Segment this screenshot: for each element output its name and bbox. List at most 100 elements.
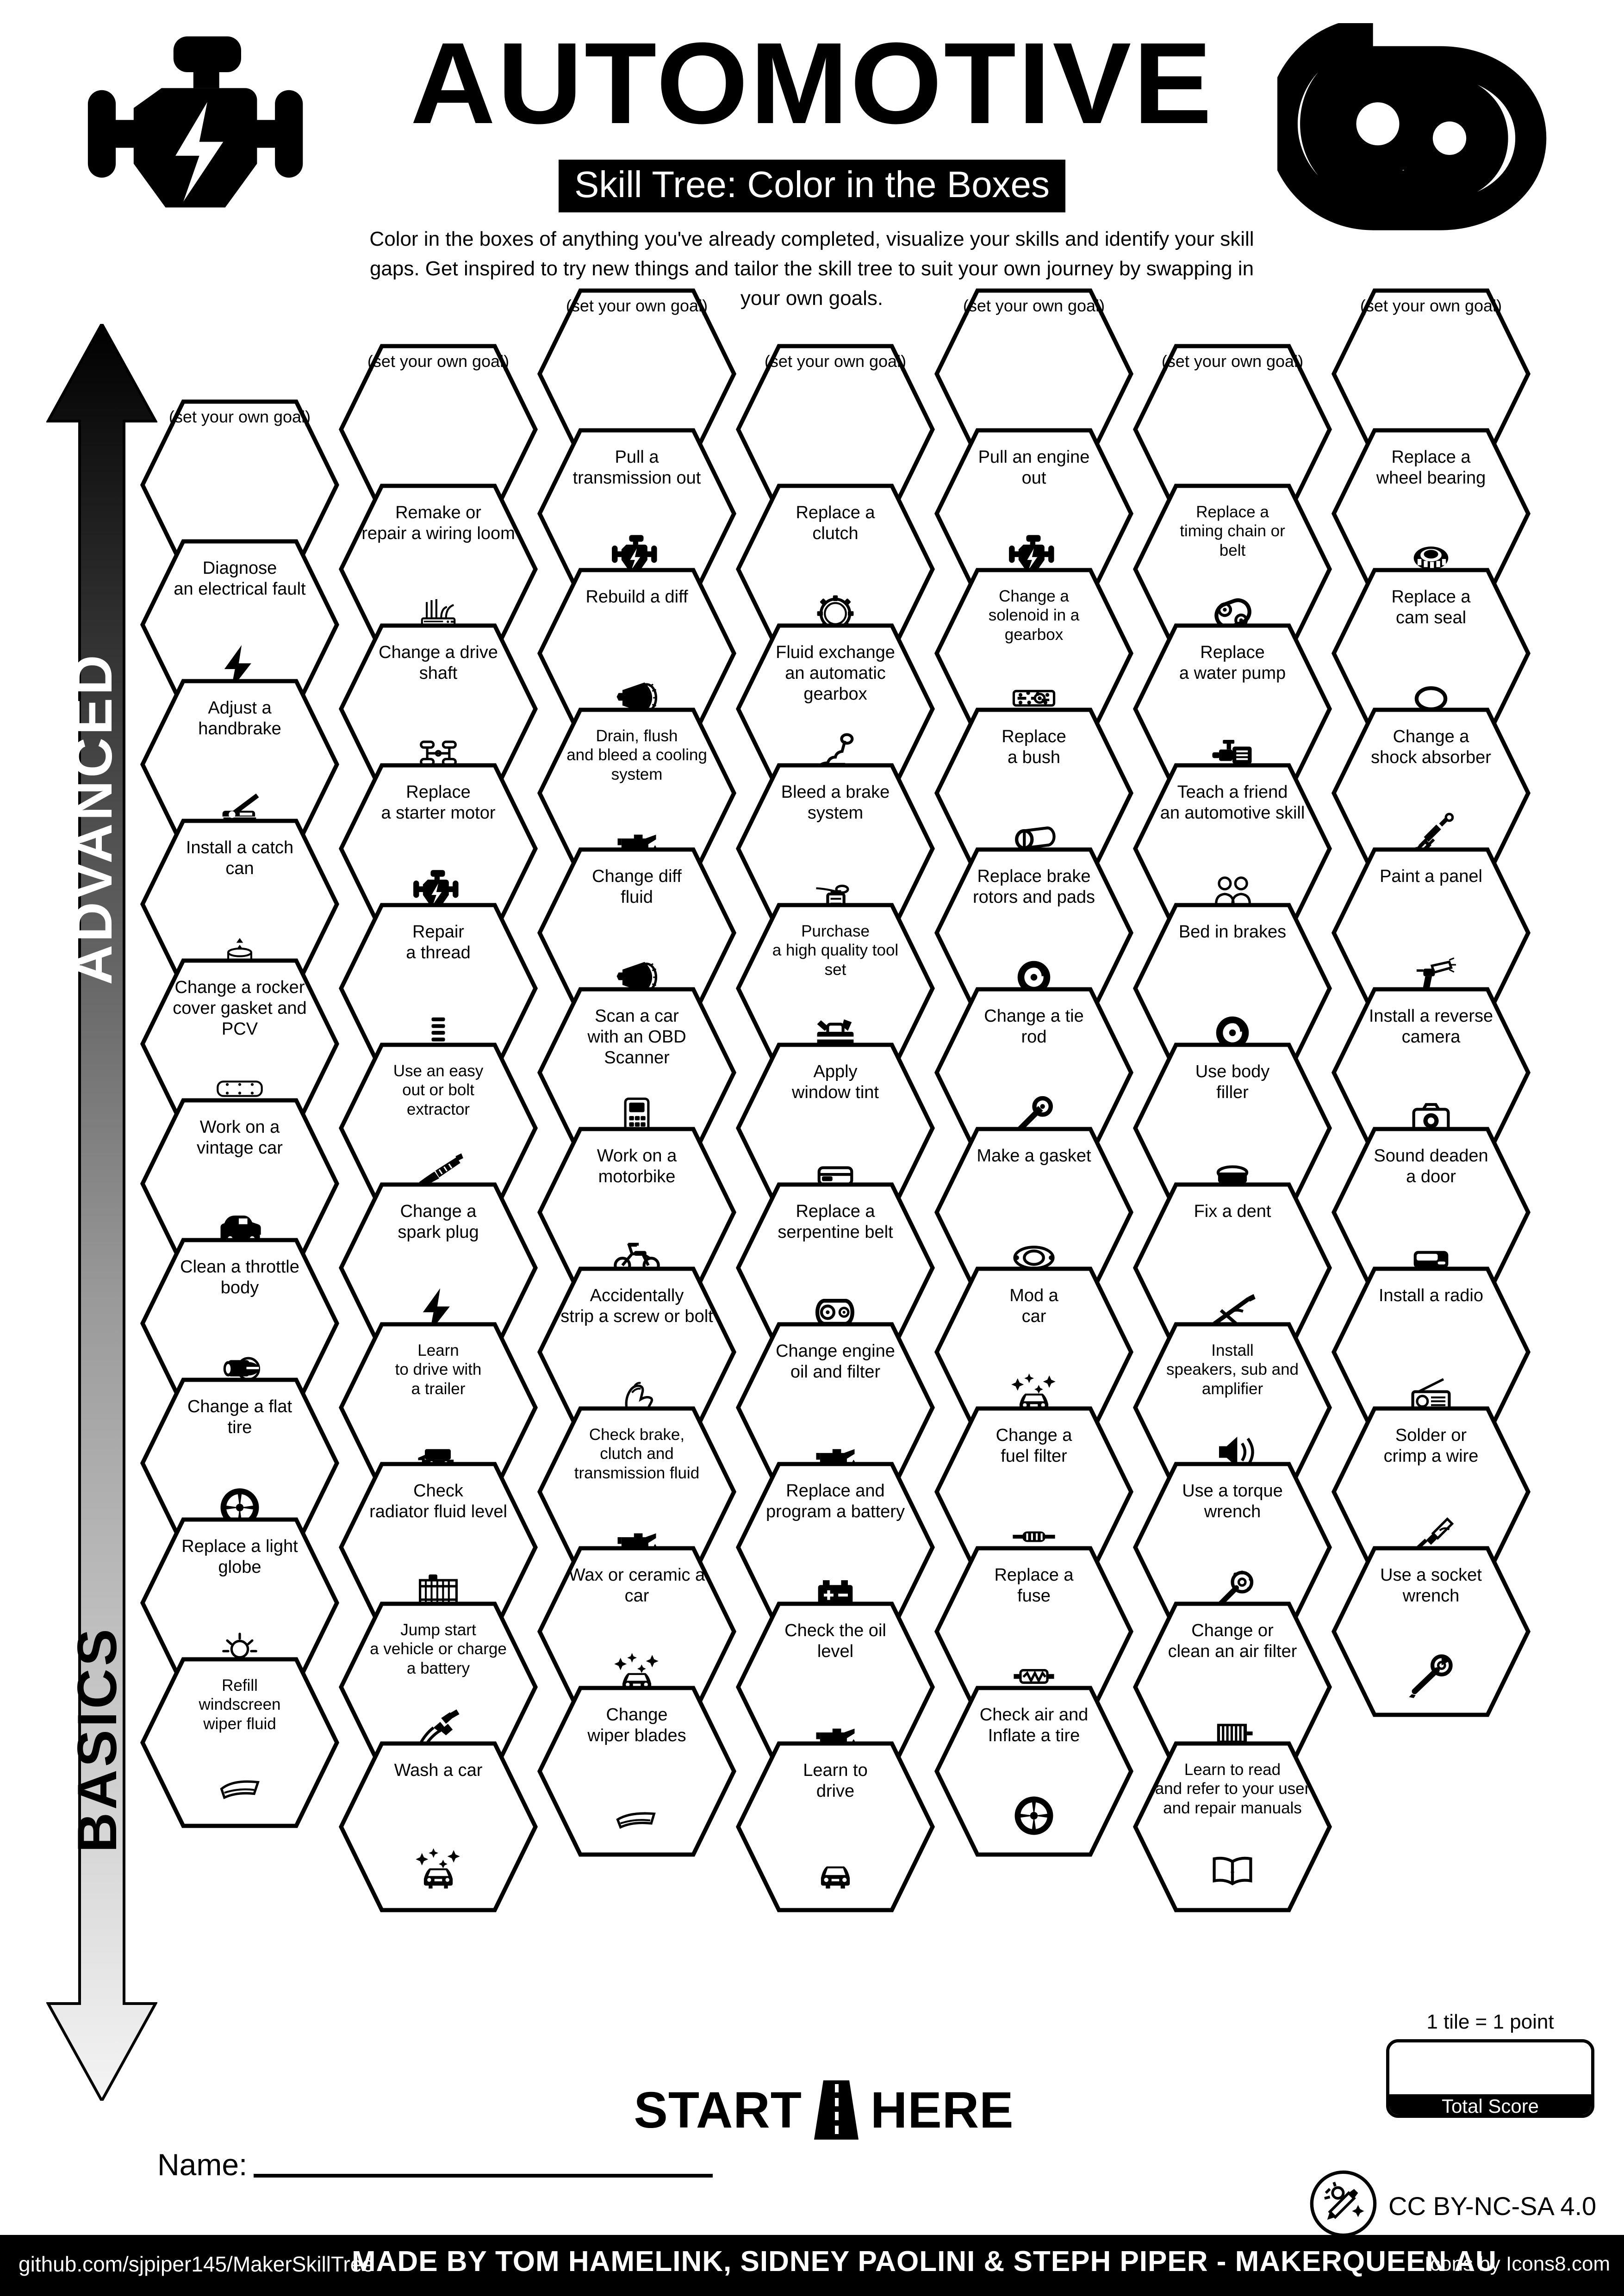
license-text: CC BY-NC-SA 4.0 [1388,2191,1597,2221]
skill-tile-label: (set your own goal) [367,352,510,371]
skill-tile[interactable]: Check air and Inflate a tire [933,1684,1135,1858]
page-title: AUTOMOTIVE [410,19,1214,148]
footer-github-link[interactable]: github.com/sjpiper145/MakerSkillTree [19,2252,374,2276]
spray-gun-icon [1330,951,1532,1003]
skill-tile[interactable]: Clean a throttle body [139,1236,341,1410]
skill-tile-label: Change a drive shaft [379,643,498,683]
skill-tile-label: Diagnose an electrical fault [174,558,306,599]
skill-tile[interactable]: Work on a vintage car [139,1097,341,1271]
skill-tile[interactable]: Repair a thread [337,901,539,1075]
skill-tile[interactable]: Replace and program a battery [734,1460,936,1634]
skill-tile[interactable]: Replace a light globe [139,1516,341,1690]
skill-tile[interactable]: Change a tie rod [933,986,1135,1160]
total-score-input[interactable] [1389,2042,1591,2094]
skill-tile-label: Rebuild a diff [585,587,688,607]
cc-badge-icon [1310,2170,1377,2237]
skill-tile-label: Use an easy out or bolt extractor [393,1062,484,1118]
skill-tile[interactable]: Replace a wheel bearing [1330,427,1532,601]
skill-tile-label: Replace a water pump [1179,643,1286,683]
car-door-icon [1330,1231,1532,1283]
tile-point-caption: 1 tile = 1 point [1426,2011,1554,2033]
skill-tile-label: (set your own goal) [1360,296,1502,315]
skill-tile[interactable]: Rebuild a diff [536,566,738,740]
score-section: 1 tile = 1 point Total Score [1386,2011,1594,2118]
car-front-icon [734,1845,936,1897]
skill-tile-goal-placeholder[interactable]: (set your own goal) [734,342,936,516]
skill-tile-label: (set your own goal) [963,296,1105,315]
skill-tile[interactable]: Replace a serpentine belt [734,1181,936,1355]
skill-tile[interactable]: Wash a car [337,1740,539,1914]
skill-tile[interactable]: Accidentally strip a screw or bolt [536,1265,738,1439]
skill-tile[interactable]: Install a reverse camera [1330,986,1532,1160]
skill-tile-goal-placeholder[interactable]: (set your own goal) [337,342,539,516]
rocker-cover-icon [139,1062,341,1114]
timing-belt-icon [1266,17,1564,292]
skill-tile[interactable]: Pull a transmission out [536,427,738,601]
bolt-icon [337,1286,539,1338]
skill-tile-goal-placeholder[interactable]: (set your own goal) [933,287,1135,461]
skill-tile-label: Replace a bush [1002,727,1066,767]
bolt-extractor-icon [337,1147,539,1198]
skill-tile[interactable]: Make a gasket [933,1125,1135,1299]
skill-tile-label: Purchase a high quality tool set [772,922,899,979]
skill-tile[interactable]: Jump start a vehicle or charge a battery [337,1600,539,1774]
air-filter-icon [1132,1706,1333,1757]
skill-tile[interactable]: Change a fuel filter [933,1405,1135,1579]
skill-tile-goal-placeholder[interactable]: (set your own goal) [536,287,738,461]
socket-wrench-icon [1330,1650,1532,1702]
skill-tile-label: Pull an engine out [978,447,1090,488]
skill-tile[interactable]: Change or clean an air filter [1132,1600,1333,1774]
page-footer: github.com/sjpiper145/MakerSkillTree MAD… [0,2235,1624,2296]
skill-tile-label: Learn to drive with a trailer [395,1341,482,1398]
skill-tile-label: Paint a panel [1380,867,1482,886]
here-label: HERE [870,2081,1014,2139]
skill-tile-label: Accidentally strip a screw or bolt [560,1286,713,1326]
obd-scanner-icon [536,1091,738,1143]
facepalm-icon [536,1371,738,1422]
skill-tile-label: Mod a car [1009,1286,1058,1326]
skill-tile-label: Bed in brakes [1178,922,1287,942]
page-header: AUTOMOTIVE Skill Tree: Color in the Boxe… [0,0,1624,310]
skill-tile-label: Bleed a brake system [781,782,890,823]
skill-tile-label: Wax or ceramic a car [568,1565,705,1606]
skill-tile-label: Change a shock absorber [1371,727,1491,767]
skill-tile[interactable]: Wax or ceramic a car [536,1545,738,1719]
skill-tile[interactable]: Refill windscreen wiper fluid [139,1656,341,1830]
skill-tile[interactable]: Install speakers, sub and amplifier [1132,1321,1333,1495]
skill-tile[interactable]: Replace a water pump [1132,622,1333,796]
skill-tile-label: Repair a thread [406,922,471,962]
skill-tile[interactable]: Learn to drive [734,1740,936,1914]
skill-tile-label: Change engine oil and filter [776,1341,895,1382]
skill-tile[interactable]: Learn to read and refer to your user and r… [1132,1740,1333,1914]
footer-icons-credit[interactable]: Icons by Icons8.com [1424,2253,1610,2275]
skill-tile[interactable]: Change a spark plug [337,1181,539,1355]
skill-tile-label: Check the oil level [784,1621,886,1661]
skill-tile-label: Change a tie rod [984,1006,1084,1047]
sparkle-car-icon [337,1845,539,1897]
skill-tile[interactable]: Use a torque wrench [1132,1460,1333,1634]
skill-tile[interactable]: Use an easy out or bolt extractor [337,1041,539,1215]
skill-tile[interactable]: Use a socket wrench [1330,1545,1532,1719]
skill-tile[interactable]: Replace a starter motor [337,762,539,936]
skill-tile-label: Replace a clutch [796,503,875,543]
skill-tile-label: Install a radio [1378,1286,1483,1305]
skill-tile-label: Install a catch can [186,838,294,878]
engine-icon [337,867,539,919]
fuel-filter-icon [933,1510,1135,1562]
skill-tile[interactable]: Replace a timing chain or belt [1132,482,1333,656]
skill-tile-label: Replace a cam seal [1391,587,1471,627]
skill-tile[interactable]: Replace brake rotors and pads [933,846,1135,1020]
skill-tile-label: Change diff fluid [592,867,682,907]
skill-tile[interactable]: Check the oil level [734,1600,936,1774]
skill-tile-label: Teach a friend an automotive skill [1160,782,1305,823]
skill-tile-label: Check air and Inflate a tire [979,1705,1089,1745]
skill-tile[interactable]: Sound deaden a door [1330,1125,1532,1299]
wheel-icon [139,1482,341,1533]
skill-tile[interactable]: Change wiper blades [536,1684,738,1858]
skill-tile[interactable]: Adjust a handbrake [139,677,341,851]
skill-tile[interactable]: Check radiator fluid level [337,1460,539,1634]
skill-tile[interactable]: Learn to drive with a trailer [337,1321,539,1495]
skill-tile-label: Wash a car [394,1761,483,1780]
name-input[interactable] [254,2173,713,2178]
